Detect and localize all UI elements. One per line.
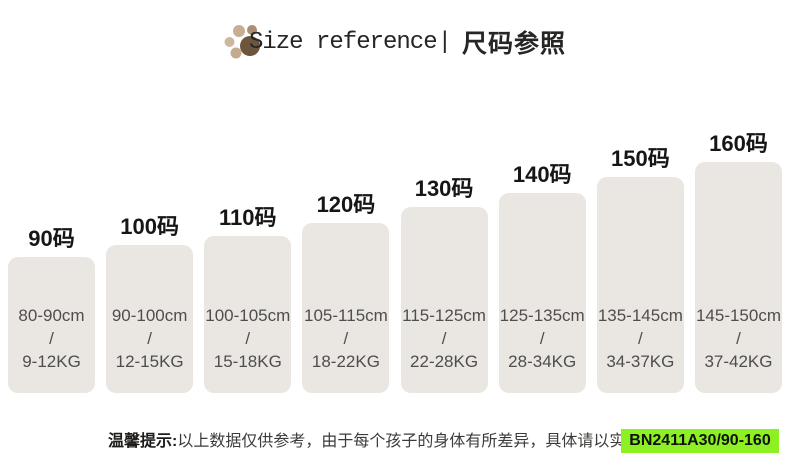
title-divider: | bbox=[437, 28, 453, 56]
size-bar: 90-100cm / 12-15KG bbox=[106, 245, 194, 393]
range-separator: / bbox=[441, 329, 447, 348]
size-column-150: 150码 135-145cm / 34-37KG bbox=[596, 146, 684, 393]
height-range: 105-115cm bbox=[304, 306, 388, 325]
size-label: 130码 bbox=[414, 176, 474, 201]
weight-range: 12-15KG bbox=[115, 352, 184, 371]
size-label: 90码 bbox=[28, 226, 75, 251]
weight-range: 18-22KG bbox=[311, 352, 380, 371]
bar-info: 100-105cm / 15-18KG bbox=[196, 304, 299, 373]
size-bar: 115-125cm / 22-28KG bbox=[400, 207, 488, 393]
paw-print-icon bbox=[224, 25, 260, 59]
size-label: 110码 bbox=[219, 205, 277, 230]
size-chart: 90码 80-90cm / 9-12KG 100码 90-100cm / 12-… bbox=[8, 130, 782, 393]
bar-info: 80-90cm / 9-12KG bbox=[0, 304, 103, 373]
height-range: 100-105cm bbox=[205, 306, 291, 325]
size-bar: 105-115cm / 18-22KG bbox=[302, 223, 390, 393]
range-separator: / bbox=[637, 329, 643, 348]
footer-tip: 温馨提示:以上数据仅供参考，由于每个孩子的身体有所差异，具体请以实际 bbox=[108, 432, 641, 452]
range-separator: / bbox=[343, 329, 349, 348]
size-label: 120码 bbox=[316, 192, 376, 217]
product-code-badge: BN2411A30/90-160 bbox=[621, 429, 779, 453]
size-column-90: 90码 80-90cm / 9-12KG bbox=[8, 228, 95, 393]
weight-range: 9-12KG bbox=[22, 352, 81, 371]
height-range: 90-100cm bbox=[111, 306, 188, 325]
range-separator: / bbox=[147, 329, 152, 348]
height-range: 115-125cm bbox=[402, 306, 486, 325]
size-bar: 125-135cm / 28-34KG bbox=[498, 193, 586, 393]
page-title-zh: 尺码参照 bbox=[462, 30, 567, 58]
size-label: 150码 bbox=[610, 146, 670, 171]
bar-info: 135-145cm / 34-37KG bbox=[589, 304, 692, 373]
size-label: 160码 bbox=[709, 131, 768, 156]
size-column-100: 100码 90-100cm / 12-15KG bbox=[106, 214, 194, 393]
bar-info: 105-115cm / 18-22KG bbox=[294, 304, 397, 373]
size-label: 100码 bbox=[120, 214, 179, 239]
header: Size reference | 尺码参照 bbox=[0, 22, 790, 62]
height-range: 125-135cm bbox=[499, 306, 585, 325]
height-range: 80-90cm bbox=[18, 306, 85, 325]
tip-text: 以上数据仅供参考，由于每个孩子的身体有所差异，具体请以实际 bbox=[177, 433, 642, 450]
range-separator: / bbox=[49, 329, 54, 348]
page-title-en: Size reference bbox=[248, 28, 438, 56]
size-column-110: 110码 100-105cm / 15-18KG bbox=[204, 205, 292, 393]
weight-range: 15-18KG bbox=[213, 352, 282, 371]
size-column-130: 130码 115-125cm / 22-28KG bbox=[400, 176, 488, 393]
range-separator: / bbox=[539, 329, 545, 348]
range-separator: / bbox=[736, 329, 741, 348]
size-label: 140码 bbox=[512, 162, 572, 187]
size-bar: 80-90cm / 9-12KG bbox=[8, 257, 95, 393]
bar-info: 125-135cm / 28-34KG bbox=[491, 304, 594, 373]
size-column-120: 120码 105-115cm / 18-22KG bbox=[302, 192, 390, 393]
weight-range: 37-42KG bbox=[704, 352, 773, 371]
size-column-160: 160码 145-150cm / 37-42KG bbox=[694, 131, 782, 393]
weight-range: 28-34KG bbox=[508, 352, 577, 371]
bar-info: 145-150cm / 37-42KG bbox=[687, 304, 790, 373]
weight-range: 22-28KG bbox=[410, 352, 479, 371]
size-bar: 135-145cm / 34-37KG bbox=[596, 177, 684, 393]
size-bar: 145-150cm / 37-42KG bbox=[694, 162, 782, 393]
weight-range: 34-37KG bbox=[606, 352, 675, 371]
size-bar: 100-105cm / 15-18KG bbox=[204, 236, 292, 393]
height-range: 145-150cm bbox=[695, 306, 782, 325]
range-separator: / bbox=[245, 329, 251, 348]
bar-info: 115-125cm / 22-28KG bbox=[393, 304, 496, 373]
height-range: 135-145cm bbox=[597, 306, 683, 325]
bar-info: 90-100cm / 12-15KG bbox=[98, 304, 201, 373]
tip-label: 温馨提示: bbox=[108, 433, 178, 450]
size-column-140: 140码 125-135cm / 28-34KG bbox=[498, 162, 586, 393]
